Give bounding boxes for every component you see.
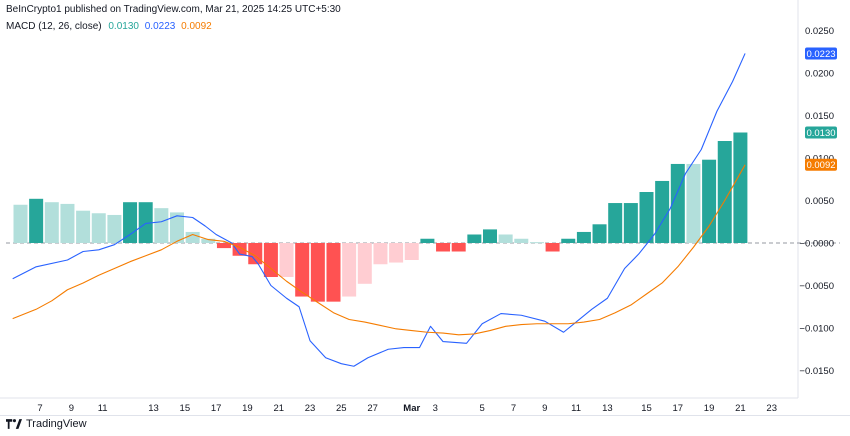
brand-label: TradingView [26,418,87,430]
x-tick-label: 7 [511,403,516,414]
histogram-bar [201,238,216,243]
x-tick-label: 7 [37,403,42,414]
indicator-legend: MACD (12, 26, close) 0.0130 0.0223 0.009… [6,21,212,32]
indicator-label: MACD (12, 26, close) [6,21,102,32]
histogram-bar [107,214,122,243]
footer-divider [0,415,850,416]
histogram-bar [592,224,607,243]
histogram-bar [733,132,748,243]
histogram-badge-text: 0.0130 [806,128,835,139]
histogram-bar [44,202,59,243]
histogram-bar [216,243,231,249]
histogram-bar [483,229,497,243]
histogram-bar [60,203,75,243]
x-tick-label: 17 [673,403,684,414]
signal-line [12,164,746,336]
histogram-bar [279,243,294,277]
x-tick-label: 21 [273,403,284,414]
x-tick-label: 27 [367,403,378,414]
y-tick-label: −0.0150 [799,366,834,377]
histogram-bar [655,180,670,243]
histogram-bar [123,202,138,243]
histogram-bar [451,243,466,252]
signal-value-badge [805,158,837,171]
tradingview-logo-icon [6,419,22,429]
y-tick-label: 0.0150 [805,111,834,122]
histogram-bar [608,203,623,243]
x-tick-label: 15 [641,403,652,414]
histogram-bar [498,234,513,243]
histogram-bar [576,231,591,243]
macd-badge-text: 0.0223 [806,49,835,60]
histogram-bar [717,141,732,243]
histogram-bar [138,202,153,243]
histogram-bar [686,163,701,243]
signal-badge-text: 0.0092 [806,160,835,171]
y-tick-label: −0.0100 [799,324,834,335]
x-tick-label: 23 [305,403,316,414]
x-tick-label: 21 [735,403,746,414]
histogram-bar [404,243,419,260]
x-tick-label: 11 [571,403,581,414]
histogram-bar [420,238,435,243]
histogram-bar [295,243,310,297]
x-tick-label: 3 [433,403,438,414]
x-tick-label: 25 [336,403,347,414]
histogram-bar [154,208,169,243]
histogram-bar [357,243,372,284]
signal-value: 0.0092 [181,21,212,32]
macd-value: 0.0223 [144,21,176,32]
histogram-bar [702,159,717,243]
macd-value-badge [805,47,837,60]
macd-line [12,53,746,367]
y-tick-label: −0.0050 [799,281,834,292]
x-tick-label: 13 [602,403,613,414]
histogram-bar [91,213,106,243]
histogram-bar [170,212,184,243]
histogram-bar [561,238,576,243]
histogram-bar [13,204,28,243]
histogram-value-badge [805,126,837,139]
histogram-bar [545,243,560,252]
histogram-bar [514,238,529,243]
y-tick-label: −0.0000 [799,239,834,250]
histogram-bar [342,243,357,297]
histogram-bar [310,243,325,302]
y-tick-label: 0.0200 [805,69,834,80]
histogram-bar [436,243,451,252]
y-tick-label: 0.0050 [805,196,834,207]
histogram-bar [389,243,404,263]
x-tick-label: 9 [69,403,74,414]
x-tick-label: 17 [211,403,222,414]
histogram-bar [529,242,544,244]
x-tick-label: 19 [704,403,715,414]
x-tick-label: 5 [480,403,485,414]
histogram-bar [185,231,200,243]
histogram-bar [29,198,44,243]
histogram-bar [467,234,482,243]
publish-attribution: BeInCrypto1 published on TradingView.com… [6,4,341,15]
tradingview-brand[interactable]: TradingView [6,418,87,430]
histogram-bar [326,243,341,302]
x-tick-label: 11 [98,403,108,414]
x-tick-label: 13 [148,403,159,414]
x-tick-label: 9 [542,403,547,414]
histogram-bar [76,210,91,243]
x-tick-label: Mar [403,403,420,414]
macd-chart[interactable]: 0.02500.02000.01500.01000.0050−0.0000−0.… [0,0,850,415]
x-tick-label: 23 [766,403,777,414]
x-tick-label: 15 [180,403,191,414]
histogram-bar [623,203,638,243]
histogram-bar [373,243,388,265]
y-tick-label: 0.0250 [805,26,834,37]
histogram-value: 0.0130 [108,21,139,32]
histogram-bar [639,192,654,243]
x-tick-label: 19 [242,403,253,414]
histogram-bar [263,243,278,277]
